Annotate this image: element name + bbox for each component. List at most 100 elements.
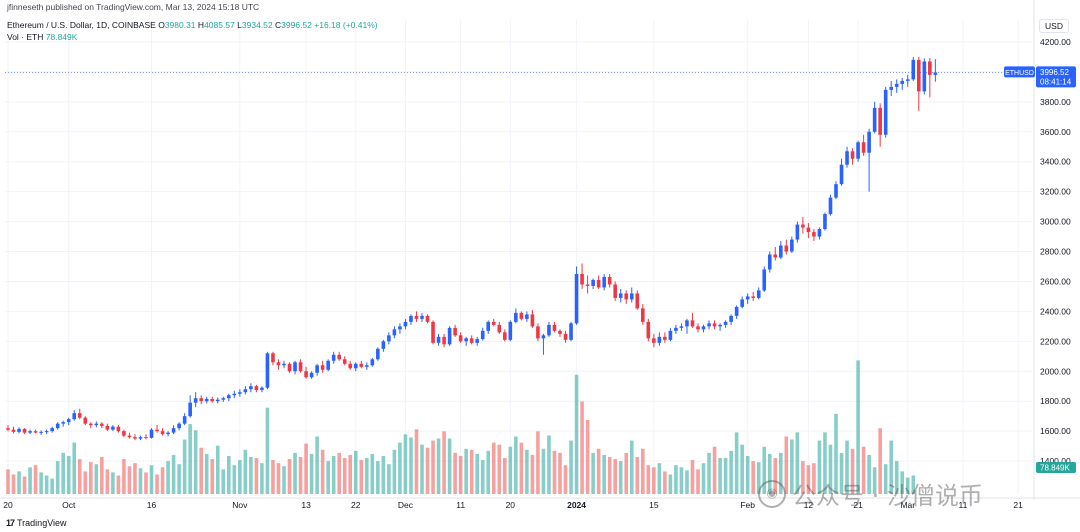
- last-price-text: 3996.52: [1040, 68, 1069, 77]
- volume-bar: [552, 450, 557, 494]
- candle-body: [177, 423, 181, 429]
- volume-bar: [762, 446, 767, 494]
- candle-body: [905, 79, 910, 81]
- candle-body: [409, 315, 413, 322]
- volume-bar: [734, 432, 739, 494]
- candle: [718, 323, 722, 331]
- volume-bar: [215, 445, 220, 494]
- volume-bar: [50, 478, 54, 494]
- candle-body: [287, 363, 292, 372]
- volume-bar: [696, 469, 700, 494]
- candle-body: [629, 293, 634, 300]
- candle-body: [215, 399, 220, 402]
- volume-bar: [249, 457, 253, 494]
- volume-bar: [503, 458, 507, 494]
- candle: [166, 431, 170, 437]
- volume-bar: [646, 465, 651, 494]
- candle-body: [44, 431, 49, 433]
- candle: [17, 427, 21, 434]
- candle-body: [55, 423, 60, 429]
- candle: [911, 56, 916, 81]
- time-axis[interactable]: 20 Oct 16 Nov 13 22 Dec 11 20 2024 15 Feb 12 21 Mar 11 2…: [0, 497, 1080, 510]
- ohlc-legend: Ethereum / U.S. Dollar, 1D, COINBASE O39…: [7, 19, 378, 31]
- volume-bar: [403, 434, 408, 494]
- candle-body: [779, 245, 783, 258]
- currency-button[interactable]: USD: [1039, 19, 1069, 33]
- candle: [453, 324, 457, 337]
- candle: [558, 329, 562, 337]
- candle-body: [431, 321, 435, 343]
- low-label: L: [237, 20, 242, 30]
- candle: [144, 434, 148, 440]
- candle-body: [442, 336, 446, 345]
- candle: [850, 148, 855, 165]
- candle-body: [469, 338, 474, 343]
- candle-body: [624, 293, 629, 300]
- candle-body: [403, 321, 408, 327]
- candle: [591, 278, 595, 289]
- candle-body: [834, 184, 838, 198]
- candle-body: [353, 363, 358, 369]
- volume-value: 78.849K: [45, 32, 78, 42]
- candle-body: [414, 315, 419, 319]
- volume-bar: [221, 469, 226, 494]
- candle: [177, 422, 181, 431]
- volume-bar: [894, 461, 899, 494]
- candle: [756, 287, 761, 300]
- tradingview-label: TradingView: [17, 518, 67, 528]
- candle: [674, 324, 678, 334]
- symbol-title[interactable]: Ethereum / U.S. Dollar, 1D, COINBASE: [7, 20, 156, 30]
- volume-bar: [337, 452, 341, 494]
- volume-bar: [11, 474, 16, 494]
- candle: [508, 320, 513, 342]
- volume-bar: [861, 446, 866, 494]
- candle: [779, 241, 783, 260]
- candle: [685, 318, 689, 334]
- candle: [922, 58, 927, 95]
- candle: [580, 263, 584, 289]
- date-tick-label: Dec: [398, 500, 414, 510]
- candle: [668, 327, 673, 342]
- volume-bar: [105, 469, 110, 494]
- volume-bar: [679, 467, 684, 494]
- candle-body: [508, 321, 513, 340]
- volume-bar: [729, 450, 733, 494]
- candle-body: [541, 335, 546, 339]
- candle: [486, 320, 491, 334]
- candle: [271, 351, 275, 366]
- volume-bar: [883, 464, 888, 494]
- volume-bar: [563, 465, 568, 494]
- volume-bar: [116, 475, 121, 494]
- candle-body: [77, 413, 82, 418]
- candle: [491, 318, 496, 327]
- candle: [105, 423, 110, 432]
- candle: [867, 128, 871, 192]
- candle: [790, 236, 794, 254]
- volume-bar: [701, 463, 706, 494]
- candle: [828, 194, 833, 216]
- volume-bar: [353, 450, 358, 494]
- volume-label[interactable]: Vol · ETH: [7, 32, 44, 42]
- tradingview-footer: 17 TradingView: [6, 518, 67, 528]
- candle: [260, 386, 264, 393]
- candle: [458, 332, 463, 343]
- date-tick-label: 21: [1013, 500, 1023, 510]
- volume-bar: [144, 472, 148, 494]
- candle: [342, 356, 347, 366]
- volume-bar: [905, 477, 910, 494]
- volume-bar: [740, 444, 744, 494]
- change-value: +16.18 (+0.41%): [314, 20, 378, 30]
- volume-bar: [823, 432, 827, 494]
- candle-body: [210, 398, 215, 402]
- volume-bar: [784, 436, 789, 494]
- candle-body: [359, 363, 364, 367]
- volume-bar: [779, 452, 783, 494]
- high-value: 4085.57: [204, 20, 235, 30]
- volume-bar: [254, 458, 259, 494]
- candle: [928, 57, 932, 98]
- open-value: 3980.31: [164, 20, 196, 30]
- candle-body: [574, 273, 579, 324]
- candle-body: [861, 142, 866, 153]
- chart-legend: Ethereum / U.S. Dollar, 1D, COINBASE O39…: [7, 19, 378, 43]
